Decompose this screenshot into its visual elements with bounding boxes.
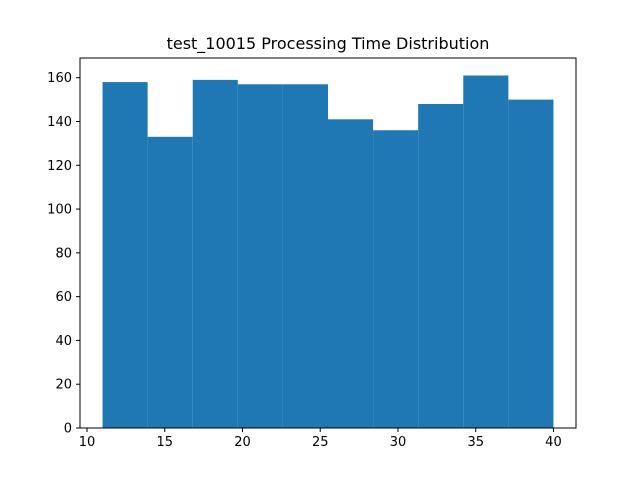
plot-frame <box>79 57 577 429</box>
histogram-bar-5 <box>282 84 328 428</box>
histogram-bar-2 <box>147 136 193 428</box>
y-tick-label: 100 <box>47 203 72 218</box>
chart-title: test_10015 Processing Time Distribution <box>167 34 490 54</box>
bars-group <box>102 75 554 429</box>
y-tick-label: 80 <box>55 246 72 261</box>
histogram-bar-4 <box>237 84 283 428</box>
histogram-bar-6 <box>328 119 374 429</box>
y-tick-label: 40 <box>55 334 72 349</box>
y-tick-label: 20 <box>55 378 72 393</box>
x-tick-label: 35 <box>467 435 484 450</box>
x-tick-label: 20 <box>234 435 251 450</box>
histogram-bar-7 <box>373 130 419 428</box>
histogram-bar-8 <box>418 103 464 429</box>
histogram-bar-10 <box>508 99 554 429</box>
y-tick-label: 160 <box>47 71 72 86</box>
y-tick-label: 120 <box>47 159 72 174</box>
x-tick-label: 25 <box>312 435 329 450</box>
x-tick-label: 15 <box>156 435 173 450</box>
y-tick-label: 0 <box>64 422 72 437</box>
x-tick-label: 30 <box>390 435 407 450</box>
x-tick-label: 40 <box>545 435 562 450</box>
x-axis: 10 15 20 25 30 35 40 <box>79 428 562 450</box>
y-tick-label: 140 <box>47 115 72 130</box>
y-tick-label: 60 <box>55 290 72 305</box>
x-tick-label: 10 <box>79 435 96 450</box>
histogram-bar-9 <box>463 75 509 428</box>
histogram-bar-3 <box>192 79 238 428</box>
histogram-bar-1 <box>102 82 148 429</box>
y-axis: 0 20 40 60 80 100 120 140 160 <box>47 71 80 437</box>
